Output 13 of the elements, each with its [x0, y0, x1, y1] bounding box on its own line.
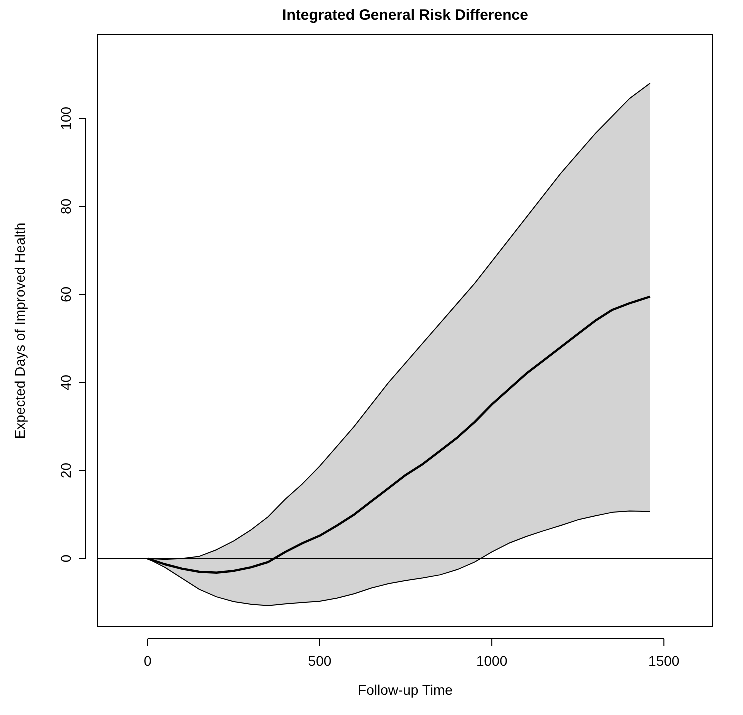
y-tick-label: 100: [58, 106, 74, 130]
x-tick-label: 1500: [648, 652, 680, 669]
y-tick-label: 40: [58, 374, 74, 391]
y-tick-label: 20: [58, 462, 74, 479]
chart-title: Integrated General Risk Difference: [282, 7, 528, 24]
y-axis-title: Expected Days of Improved Health: [12, 222, 28, 440]
y-tick-label: 0: [58, 554, 74, 563]
x-tick-label: 500: [308, 652, 332, 669]
y-tick-label: 60: [58, 286, 74, 302]
x-tick-label: 0: [144, 652, 152, 669]
y-tick-label: 80: [58, 198, 74, 214]
x-axis-title: Follow-up Time: [358, 682, 454, 698]
x-tick-label: 1000: [476, 652, 508, 669]
